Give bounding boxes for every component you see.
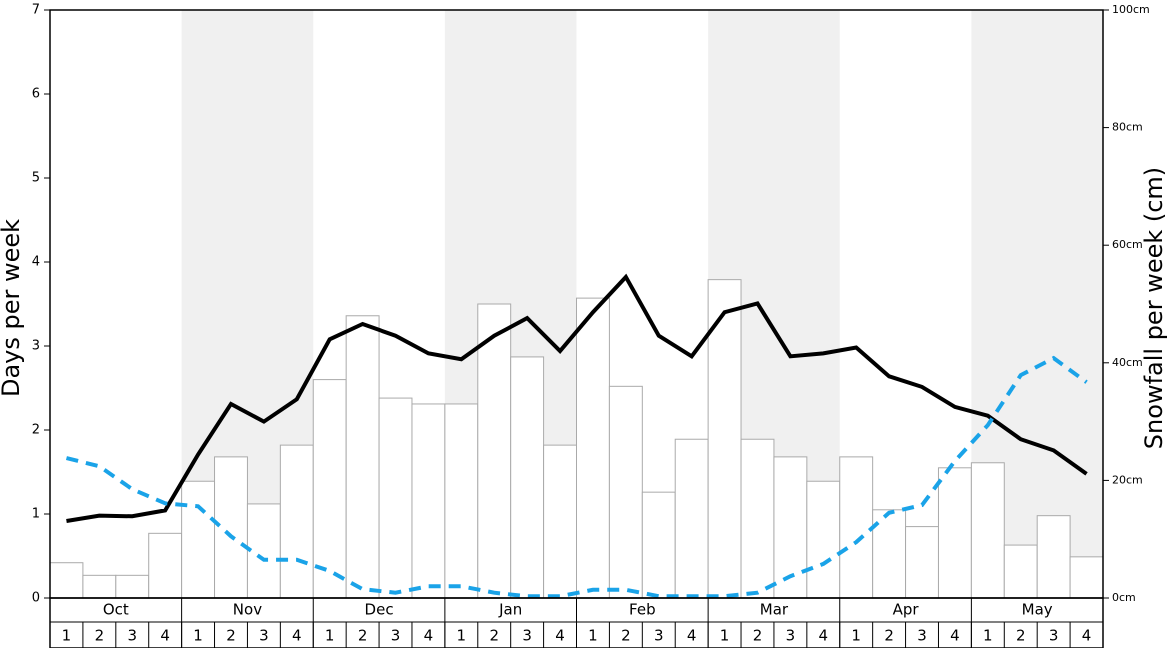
- month-label: Dec: [365, 601, 394, 619]
- week-label: 1: [588, 627, 598, 645]
- week-label: 2: [621, 627, 631, 645]
- bar: [608, 385, 643, 599]
- bar: [378, 397, 413, 599]
- y2-tick-label: 80cm: [1112, 121, 1143, 134]
- week-label: 1: [193, 627, 203, 645]
- week-label: 3: [786, 627, 796, 645]
- month-label: Jan: [498, 601, 522, 619]
- week-label: 3: [522, 627, 532, 645]
- y-tick-label: 1: [32, 507, 40, 522]
- week-label: 1: [62, 627, 72, 645]
- y-tick-label: 7: [32, 3, 40, 18]
- bar: [214, 456, 248, 599]
- y-axis-title: Days per week: [0, 219, 25, 397]
- bar: [181, 480, 216, 599]
- bar: [312, 379, 347, 599]
- week-label: 1: [851, 627, 861, 645]
- week-label: 2: [226, 627, 236, 645]
- bar: [937, 467, 972, 599]
- week-label: 1: [457, 627, 467, 645]
- week-label: 4: [555, 627, 565, 645]
- week-label: 4: [950, 627, 960, 645]
- bar: [115, 574, 150, 599]
- week-label: 4: [1082, 627, 1092, 645]
- month-label: Feb: [629, 601, 656, 619]
- week-label: 1: [325, 627, 335, 645]
- bar: [707, 279, 742, 599]
- week-label: 3: [917, 627, 927, 645]
- bar: [740, 438, 775, 599]
- week-label: 4: [160, 627, 170, 645]
- week-label: 3: [127, 627, 137, 645]
- bar: [576, 297, 610, 599]
- month-label: May: [1022, 601, 1053, 619]
- bar: [674, 438, 709, 599]
- week-label: 2: [489, 627, 499, 645]
- week-label: 4: [424, 627, 434, 645]
- week-label: 2: [753, 627, 763, 645]
- week-label: 4: [292, 627, 302, 645]
- week-label: 2: [884, 627, 894, 645]
- month-label: Mar: [760, 601, 789, 619]
- y-tick-label: 2: [32, 423, 40, 438]
- week-label: 1: [983, 627, 993, 645]
- bar: [49, 562, 84, 599]
- y2-tick-label: 40cm: [1112, 356, 1143, 369]
- week-label: 1: [720, 627, 730, 645]
- y-tick-label: 3: [32, 339, 40, 354]
- y-tick-label: 6: [32, 87, 40, 102]
- bar: [477, 303, 512, 599]
- bar: [839, 456, 874, 599]
- month-label: Apr: [893, 601, 920, 619]
- month-label: Oct: [103, 601, 129, 619]
- week-label: 3: [259, 627, 269, 645]
- month-label: Nov: [233, 601, 262, 619]
- y2-tick-label: 100cm: [1112, 3, 1150, 16]
- y-tick-label: 4: [32, 255, 40, 270]
- week-label: 4: [819, 627, 829, 645]
- bar: [246, 503, 281, 599]
- bar: [1003, 544, 1038, 599]
- y2-axis-title: Snowfall per week (cm): [1140, 167, 1168, 449]
- y2-tick-label: 20cm: [1112, 473, 1143, 486]
- bar: [806, 480, 841, 599]
- bar: [510, 356, 545, 599]
- week-label: 2: [95, 627, 105, 645]
- bar: [970, 462, 1005, 599]
- bar: [1069, 556, 1104, 599]
- y2-tick-label: 0cm: [1112, 591, 1136, 604]
- bar: [148, 532, 183, 599]
- bar: [641, 491, 676, 599]
- y-tick-label: 5: [32, 171, 40, 186]
- bar: [543, 444, 577, 599]
- y-tick-label: 0: [32, 591, 40, 606]
- week-label: 3: [391, 627, 401, 645]
- week-label: 2: [1016, 627, 1026, 645]
- week-label: 2: [358, 627, 368, 645]
- bar: [444, 403, 479, 599]
- bar: [82, 574, 117, 599]
- bar: [345, 315, 380, 599]
- week-label: 3: [654, 627, 664, 645]
- series-line: [65, 355, 1088, 599]
- week-label: 4: [687, 627, 697, 645]
- series-line: [66, 273, 1088, 523]
- week-label: 3: [1049, 627, 1059, 645]
- bar: [279, 444, 314, 599]
- bar: [1036, 515, 1071, 599]
- bar: [905, 526, 939, 599]
- y2-tick-label: 60cm: [1112, 238, 1143, 251]
- bar: [411, 403, 446, 599]
